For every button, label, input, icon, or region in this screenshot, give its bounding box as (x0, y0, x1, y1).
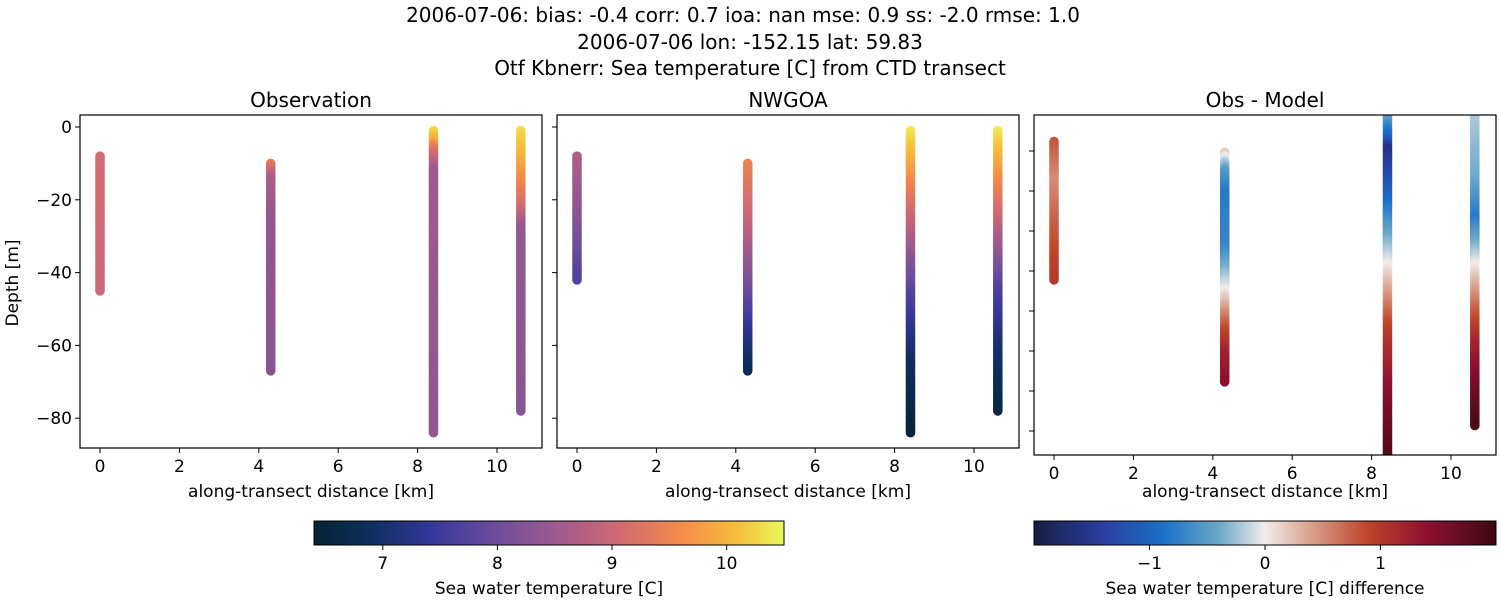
x-axis-label-observation: along-transect distance [km] (188, 482, 434, 502)
x-tick-label: 0 (572, 457, 583, 477)
colorbar-balance (1033, 520, 1497, 546)
x-tick-label: 4 (1207, 464, 1218, 484)
x-tick-label: 0 (1049, 464, 1060, 484)
colorbar-tick-label: 9 (607, 554, 618, 574)
profile-10.6km (993, 125, 1003, 416)
profile-8.4km (905, 125, 916, 438)
profile-8.4km (1382, 115, 1393, 467)
data-point (993, 406, 1003, 416)
figure-title-line-3: Otf Kbnerr: Sea temperature [C] from CTD… (494, 56, 1006, 80)
data-point (1049, 275, 1059, 285)
x-tick-label: 2 (651, 457, 662, 477)
data-point (95, 286, 105, 296)
colorbar-tick-label: 7 (377, 554, 388, 574)
y-tick-label: 0 (61, 118, 72, 138)
scatter-points-panel-3 (1049, 115, 1480, 467)
x-tick-label: 6 (1287, 464, 1298, 484)
axes-frame-panel-1 (79, 114, 543, 449)
data-point (905, 427, 916, 438)
data-point (428, 427, 439, 438)
data-point (265, 366, 276, 376)
axes-frame-panel-2 (556, 114, 1020, 449)
x-axis-label-nwgoa: along-transect distance [km] (665, 482, 911, 502)
data-point (1219, 377, 1230, 387)
x-tick-label: 8 (1366, 464, 1377, 484)
colorbar-thermal (313, 520, 785, 546)
x-tick-label: 10 (1440, 464, 1462, 484)
profile-4.3km (742, 158, 753, 376)
profile-0km (572, 151, 582, 285)
figure-title-line-1: 2006-07-06: bias: -0.4 corr: 0.7 ioa: na… (406, 3, 1080, 27)
x-tick-label: 6 (333, 457, 344, 477)
y-tick-label: −60 (36, 336, 72, 356)
x-tick-label: 4 (730, 457, 741, 477)
profile-0km (1049, 136, 1059, 285)
y-tick-label: −80 (36, 409, 72, 429)
profile-4.3km (265, 158, 276, 376)
profile-8.4km (428, 125, 439, 438)
panel-title-obs-minus-model: Obs - Model (1206, 88, 1325, 112)
scatter-points-panel-1 (95, 125, 526, 438)
colorbar-label-difference: Sea water temperature [C] difference (1105, 579, 1424, 599)
x-tick-label: 8 (412, 457, 423, 477)
x-tick-label: 8 (889, 457, 900, 477)
data-point (742, 366, 753, 376)
scatter-points-panel-2 (572, 125, 1003, 438)
x-tick-label: 0 (95, 457, 106, 477)
x-tick-label: 10 (963, 457, 985, 477)
x-axis-label-obs-minus-model: along-transect distance [km] (1142, 482, 1388, 502)
data-point (516, 406, 526, 416)
profile-4.3km (1219, 147, 1230, 387)
panel-title-nwgoa: NWGOA (748, 88, 828, 112)
colorbar-tick-label: 1 (1375, 554, 1386, 574)
panel-title-observation: Observation (250, 88, 372, 112)
colorbar-tick-label: 8 (492, 554, 503, 574)
colorbar-tick-label: 10 (716, 554, 738, 574)
profile-10.6km (516, 125, 526, 416)
x-tick-label: 2 (174, 457, 185, 477)
data-point (1383, 457, 1393, 467)
x-tick-label: 6 (810, 457, 821, 477)
profile-0km (95, 151, 105, 296)
axes-frame-panel-3 (1033, 114, 1497, 456)
data-point (1383, 455, 1393, 465)
data-point (572, 275, 582, 285)
data-point (1470, 420, 1480, 431)
y-axis-label: Depth [m] (3, 239, 23, 326)
profile-10.6km (1470, 115, 1480, 431)
y-tick-label: −20 (36, 191, 72, 211)
y-tick-label: −40 (36, 264, 72, 284)
x-tick-label: 10 (486, 457, 508, 477)
data-point (1382, 451, 1393, 455)
colorbar-tick-label: 0 (1260, 554, 1271, 574)
figure-title-line-2: 2006-07-06 lon: -152.15 lat: 59.83 (577, 30, 923, 54)
colorbar-label-temperature: Sea water temperature [C] (435, 579, 663, 599)
x-tick-label: 4 (253, 457, 264, 477)
x-tick-label: 2 (1128, 464, 1139, 484)
colorbar-tick-label: −1 (1137, 554, 1162, 574)
